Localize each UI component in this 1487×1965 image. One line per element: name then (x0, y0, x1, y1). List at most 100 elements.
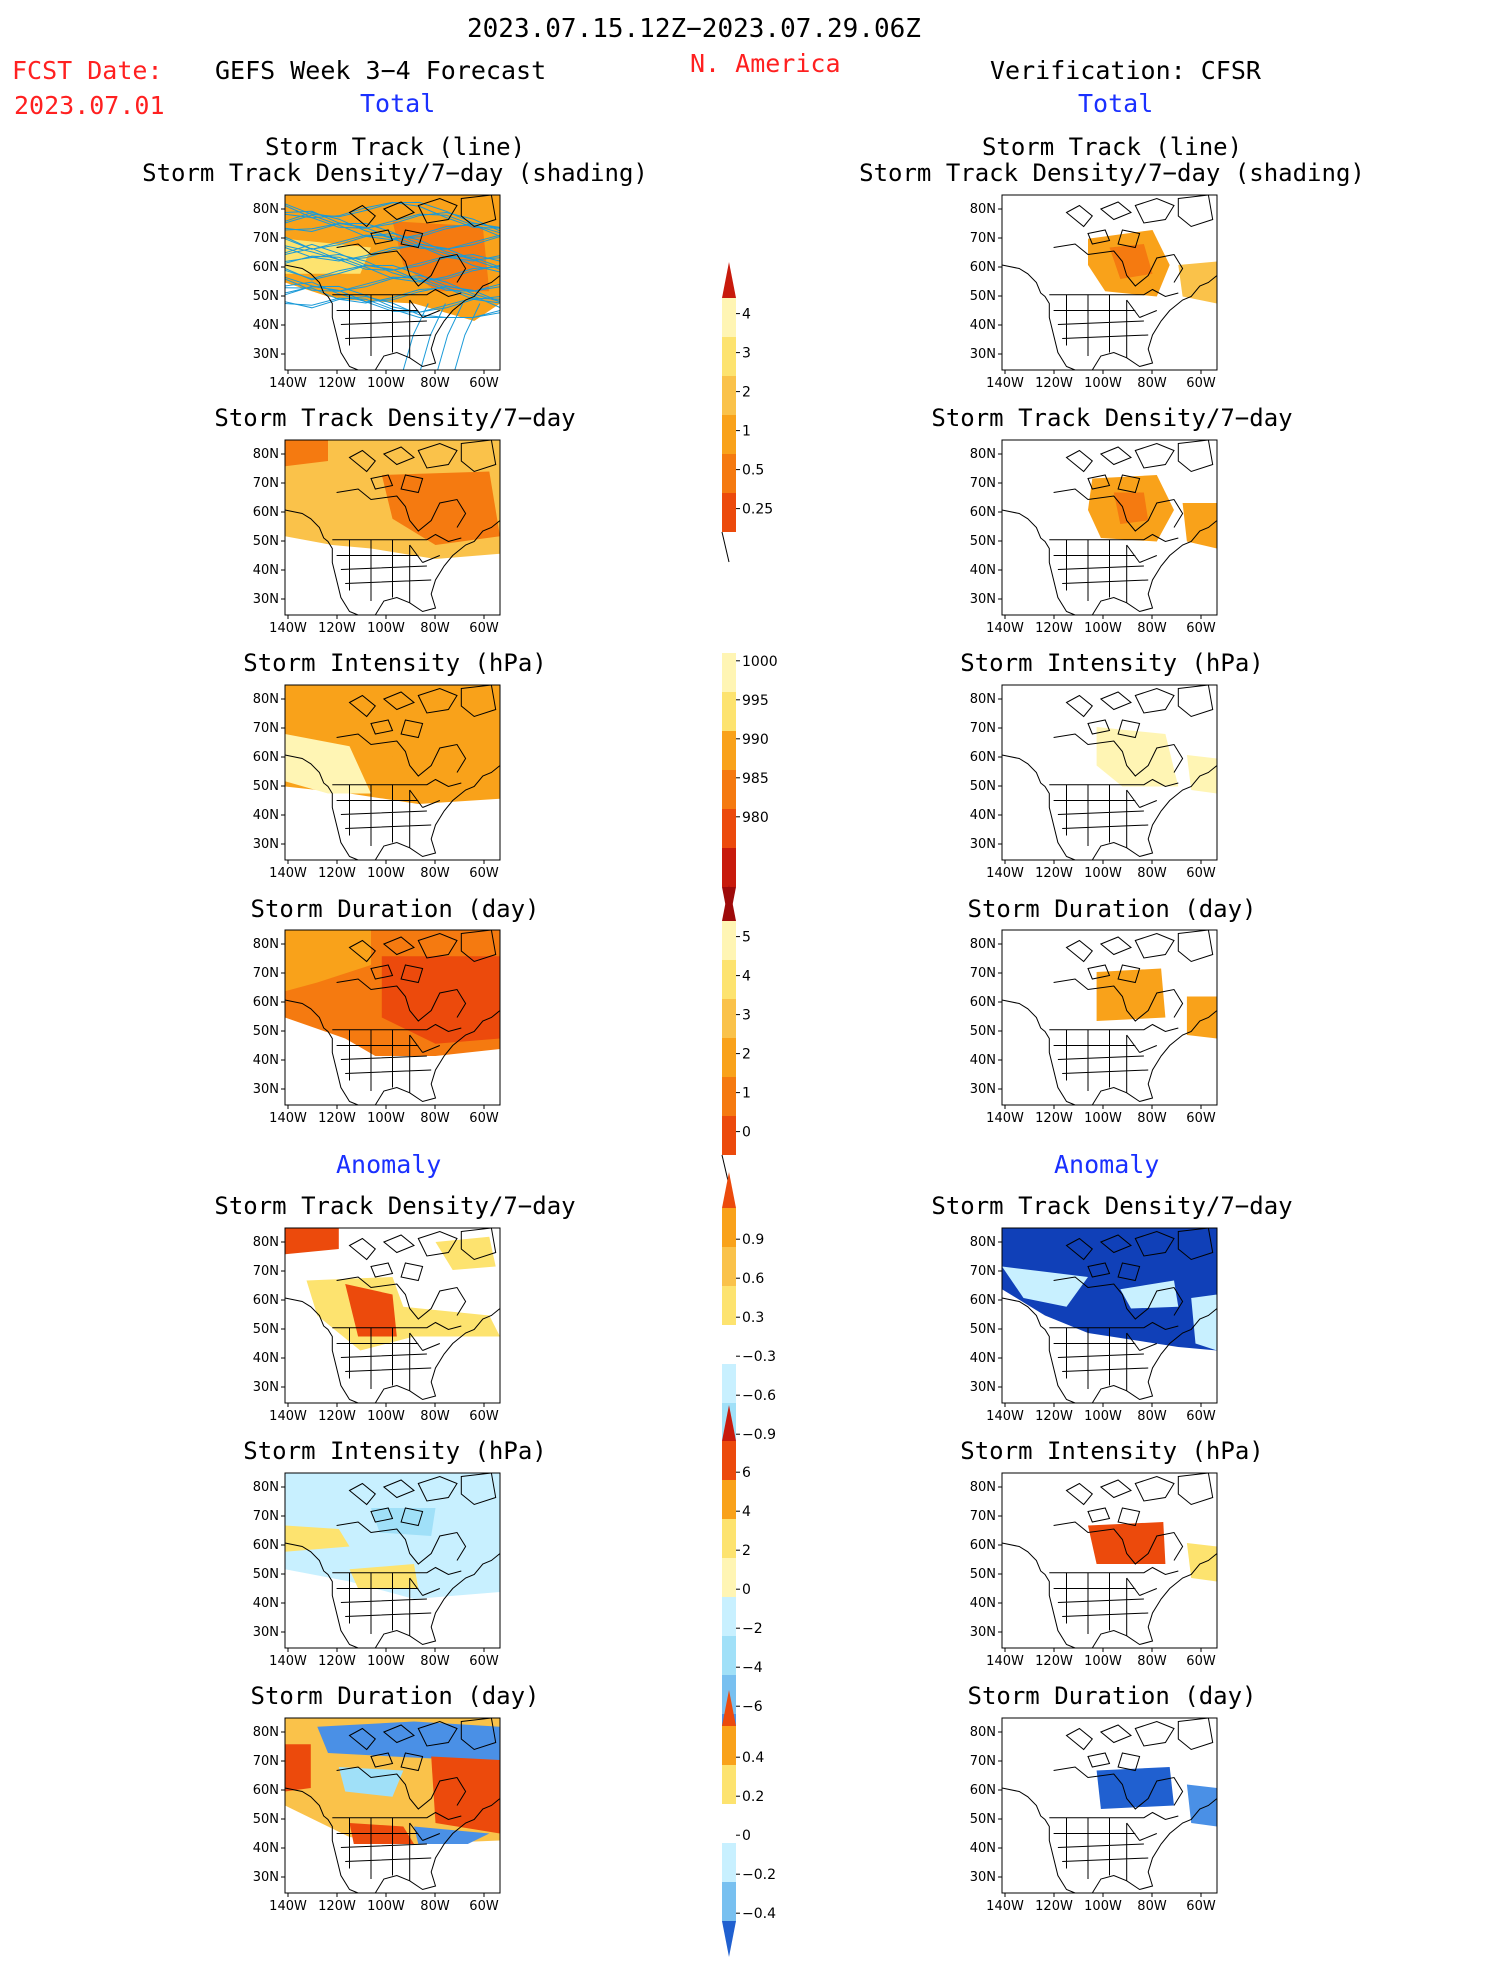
lon-tick-label: 80W (1137, 866, 1167, 881)
lon-tick-label: 60W (1186, 1654, 1216, 1669)
lat-tick-label: 30N (253, 1870, 279, 1885)
lat-tick-label: 30N (253, 592, 279, 607)
lon-tick-label: 60W (469, 376, 499, 391)
title-intensity-anom-left: Storm Intensity (hPa) (243, 1437, 547, 1465)
coastline (284, 1787, 501, 1894)
map-frame (284, 1472, 501, 1649)
storm-track-line (284, 201, 501, 229)
coastline (284, 264, 501, 371)
colorbar-cell (722, 1765, 736, 1804)
lat-tick-label: 50N (970, 1567, 996, 1582)
colorbar-label: 6 (742, 1465, 751, 1481)
arctic-islands (336, 439, 497, 532)
colorbar-label: −0.6 (742, 1388, 776, 1404)
coastline (284, 509, 501, 616)
lat-tick-label: 80N (253, 937, 279, 952)
colorbar-cell (722, 809, 736, 848)
colorbar-tip (722, 262, 736, 298)
lon-tick-label: 140W (269, 376, 307, 391)
lat-tick-label: 40N (970, 808, 996, 823)
lon-tick-label: 60W (469, 1409, 499, 1424)
coastline (332, 1023, 462, 1093)
map-panel-dens-left: 80N 70N 60N 50N 40N 30N 140W 120W 100W 80W 60W (245, 439, 575, 636)
lat-tick-label: 80N (253, 1725, 279, 1740)
left-title: GEFS Week 3−4 Forecast (215, 56, 547, 85)
colorbar-label: 3 (742, 346, 751, 362)
shading-region (435, 1236, 496, 1270)
storm-track-line (284, 234, 501, 262)
lon-tick-label: 140W (986, 866, 1024, 881)
lon-tick-label: 60W (1186, 1409, 1216, 1424)
lon-tick-label: 80W (420, 1111, 450, 1126)
lon-tick-label: 140W (269, 1409, 307, 1424)
lat-tick-label: 40N (970, 318, 996, 333)
lat-tick-label: 70N (970, 966, 996, 981)
title-track-density-shading-left: Storm Track Density/7−day (shading) (142, 159, 648, 187)
colorbar-label: 4 (742, 969, 751, 985)
lon-tick-label: 140W (269, 1654, 307, 1669)
shading-region (317, 1721, 500, 1762)
lat-tick-label: 30N (970, 592, 996, 607)
colorbar-cell (722, 1038, 736, 1077)
colorbar-cell (722, 1843, 736, 1882)
shading-region (1120, 1280, 1179, 1309)
shading-region (285, 930, 371, 992)
lon-tick-label: 100W (1084, 866, 1122, 881)
lat-tick-label: 50N (970, 1322, 996, 1337)
colorbar-cell (722, 1882, 736, 1921)
lat-tick-label: 30N (970, 1082, 996, 1097)
map-frame (284, 929, 501, 1106)
map-frame (284, 194, 501, 371)
shading-region (285, 1525, 350, 1552)
shading-region (1186, 755, 1217, 794)
title-duration-right: Storm Duration (day) (967, 895, 1257, 923)
colorbar-cell (722, 1325, 736, 1364)
lon-tick-label: 100W (367, 1409, 405, 1424)
lat-tick-label: 50N (970, 1024, 996, 1039)
colorbar-cell (722, 653, 736, 692)
lon-tick-label: 80W (1137, 1409, 1167, 1424)
colorbar-cell (722, 337, 736, 376)
map-panel-dur-right: 80N 70N 60N 50N 40N 30N 140W 120W 100W 80W 60W (962, 929, 1292, 1126)
shading-region (1096, 968, 1166, 1021)
lon-tick-label: 80W (1137, 1899, 1167, 1914)
lat-tick-label: 40N (253, 1596, 279, 1611)
lat-tick-label: 40N (253, 808, 279, 823)
colorbar-label: 980 (742, 810, 769, 826)
colorbar-cell (722, 770, 736, 809)
lat-tick-label: 50N (253, 1322, 279, 1337)
colorbar-cell (722, 1636, 736, 1675)
date-range: 2023.07.15.12Z−2023.07.29.06Z (467, 14, 921, 44)
lat-tick-label: 70N (253, 966, 279, 981)
map-frame (284, 439, 501, 616)
fcst-date-value: 2023.07.01 (14, 91, 165, 120)
colorbar-label: 2 (742, 385, 751, 401)
colorbar-label: 0 (742, 1125, 751, 1141)
shading-region (431, 1756, 500, 1834)
shading-region (285, 1744, 311, 1792)
shading-region (285, 1228, 339, 1255)
colorbar-cell (722, 921, 736, 960)
lon-tick-label: 100W (1084, 621, 1122, 636)
lat-tick-label: 70N (253, 1509, 279, 1524)
map-frame (284, 684, 501, 861)
coastline (1049, 288, 1179, 358)
lat-tick-label: 70N (970, 476, 996, 491)
lat-tick-label: 30N (253, 1625, 279, 1640)
shading-region (345, 1284, 397, 1337)
lat-tick-label: 60N (253, 995, 279, 1010)
lon-tick-label: 140W (986, 376, 1024, 391)
lon-tick-label: 60W (469, 1654, 499, 1669)
colorbar-cell (722, 298, 736, 337)
lat-tick-label: 40N (253, 1841, 279, 1856)
lon-tick-label: 120W (318, 1654, 356, 1669)
lon-tick-label: 100W (367, 866, 405, 881)
arctic-islands (336, 1472, 497, 1565)
title-duration-anom-right: Storm Duration (day) (967, 1682, 1257, 1710)
lat-tick-label: 30N (970, 1625, 996, 1640)
map-panel-int-left: 80N 70N 60N 50N 40N 30N 140W 120W 100W 80W 60W (245, 684, 575, 881)
lat-tick-label: 80N (970, 202, 996, 217)
lon-tick-label: 100W (367, 1111, 405, 1126)
colorbar-label: −6 (742, 1699, 763, 1715)
region-label: N. America (690, 49, 841, 78)
